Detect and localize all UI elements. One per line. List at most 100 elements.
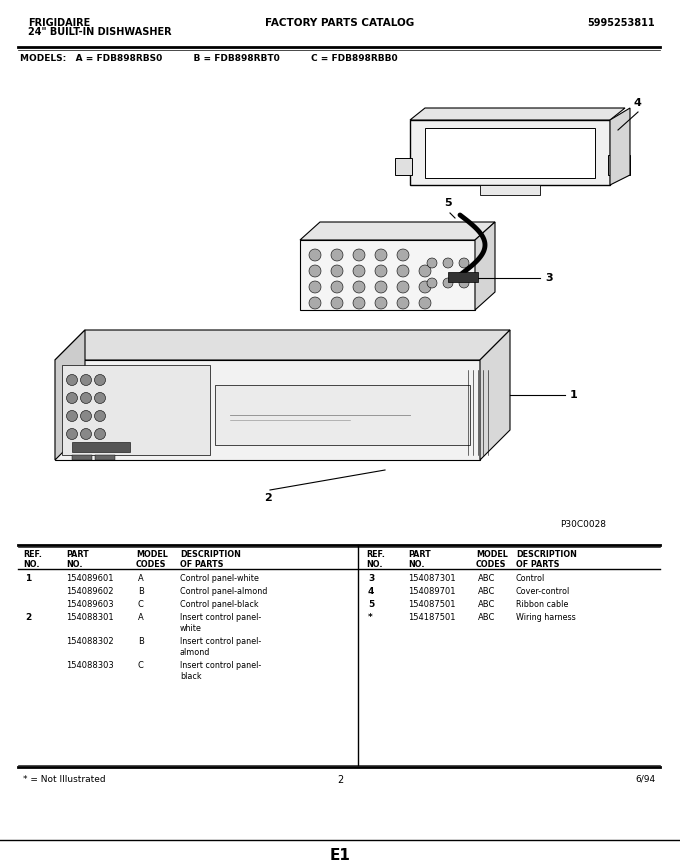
Text: 154089601: 154089601 [66,574,114,583]
Circle shape [331,265,343,277]
Text: MODELS:   A = FDB898RBS0          B = FDB898RBT0          C = FDB898RBB0: MODELS: A = FDB898RBS0 B = FDB898RBT0 C … [20,54,398,63]
Circle shape [353,265,365,277]
Circle shape [80,374,92,385]
Text: 6/94: 6/94 [635,775,655,784]
Circle shape [331,297,343,309]
Circle shape [95,410,105,422]
Circle shape [375,297,387,309]
Text: FRIGIDAIRE: FRIGIDAIRE [28,18,90,28]
Circle shape [309,281,321,293]
Circle shape [375,281,387,293]
Polygon shape [425,128,595,178]
Text: FACTORY PARTS CATALOG: FACTORY PARTS CATALOG [265,18,415,28]
Text: REF.
NO.: REF. NO. [23,550,42,569]
Polygon shape [610,108,630,185]
Polygon shape [55,360,480,460]
Text: 154087301: 154087301 [408,574,456,583]
Circle shape [67,429,78,440]
Text: 2: 2 [337,775,343,785]
Text: Insert control panel-
white: Insert control panel- white [180,613,261,633]
Text: Control: Control [516,574,545,583]
Text: 2: 2 [264,493,272,503]
Text: 3: 3 [368,574,374,583]
Circle shape [67,392,78,403]
Circle shape [375,265,387,277]
Circle shape [419,265,431,277]
Circle shape [397,249,409,261]
Circle shape [443,258,453,268]
Text: Insert control panel-
almond: Insert control panel- almond [180,637,261,658]
Text: PART
NO.: PART NO. [66,550,89,569]
Circle shape [309,297,321,309]
Polygon shape [448,272,478,282]
Text: MODEL
CODES: MODEL CODES [136,550,168,569]
Circle shape [353,281,365,293]
Text: 1: 1 [570,390,578,400]
Circle shape [419,281,431,293]
Text: B: B [138,587,144,596]
Text: 24" BUILT-IN DISHWASHER: 24" BUILT-IN DISHWASHER [28,27,171,37]
Text: A: A [138,613,143,622]
Polygon shape [480,330,510,460]
Text: B: B [138,637,144,646]
Text: REF.
NO.: REF. NO. [366,550,385,569]
Polygon shape [300,222,495,240]
Text: 3: 3 [545,273,553,283]
Polygon shape [475,222,495,310]
Polygon shape [608,155,630,175]
Circle shape [80,392,92,403]
Text: 154089602: 154089602 [66,587,114,596]
Circle shape [80,410,92,422]
Circle shape [95,374,105,385]
Polygon shape [55,330,85,460]
Polygon shape [410,120,610,185]
Text: 154187501: 154187501 [408,613,456,622]
Text: ABC: ABC [478,574,495,583]
Circle shape [80,429,92,440]
Text: MODEL
CODES: MODEL CODES [476,550,508,569]
Polygon shape [72,442,130,452]
Text: C: C [138,600,144,609]
Text: 2: 2 [25,613,31,622]
Polygon shape [95,455,115,460]
Text: ABC: ABC [478,587,495,596]
Text: 154088303: 154088303 [66,661,114,670]
Text: 5: 5 [444,198,452,208]
Text: 154089701: 154089701 [408,587,456,596]
Polygon shape [215,385,470,445]
Text: 154088302: 154088302 [66,637,114,646]
Text: 4: 4 [633,98,641,108]
Circle shape [95,392,105,403]
Text: 4: 4 [368,587,375,596]
Circle shape [353,249,365,261]
Circle shape [427,258,437,268]
Polygon shape [410,108,625,120]
Text: Wiring harness: Wiring harness [516,613,576,622]
Circle shape [67,374,78,385]
Text: ABC: ABC [478,613,495,622]
Text: PART
NO.: PART NO. [408,550,430,569]
Polygon shape [62,365,210,455]
Text: 1: 1 [25,574,31,583]
Text: 154087501: 154087501 [408,600,456,609]
Polygon shape [395,158,412,175]
Circle shape [443,278,453,288]
Circle shape [397,281,409,293]
Circle shape [459,258,469,268]
Text: Cover-control: Cover-control [516,587,571,596]
Polygon shape [480,185,540,195]
Text: DESCRIPTION
OF PARTS: DESCRIPTION OF PARTS [516,550,577,569]
Circle shape [353,297,365,309]
Circle shape [331,249,343,261]
Circle shape [459,278,469,288]
Circle shape [397,297,409,309]
Text: *: * [368,613,373,622]
Polygon shape [55,330,510,360]
Circle shape [375,249,387,261]
Polygon shape [72,455,92,460]
Text: ABC: ABC [478,600,495,609]
Text: 5995253811: 5995253811 [588,18,655,28]
Text: P30C0028: P30C0028 [560,520,606,529]
Text: Control panel-almond: Control panel-almond [180,587,267,596]
Circle shape [331,281,343,293]
